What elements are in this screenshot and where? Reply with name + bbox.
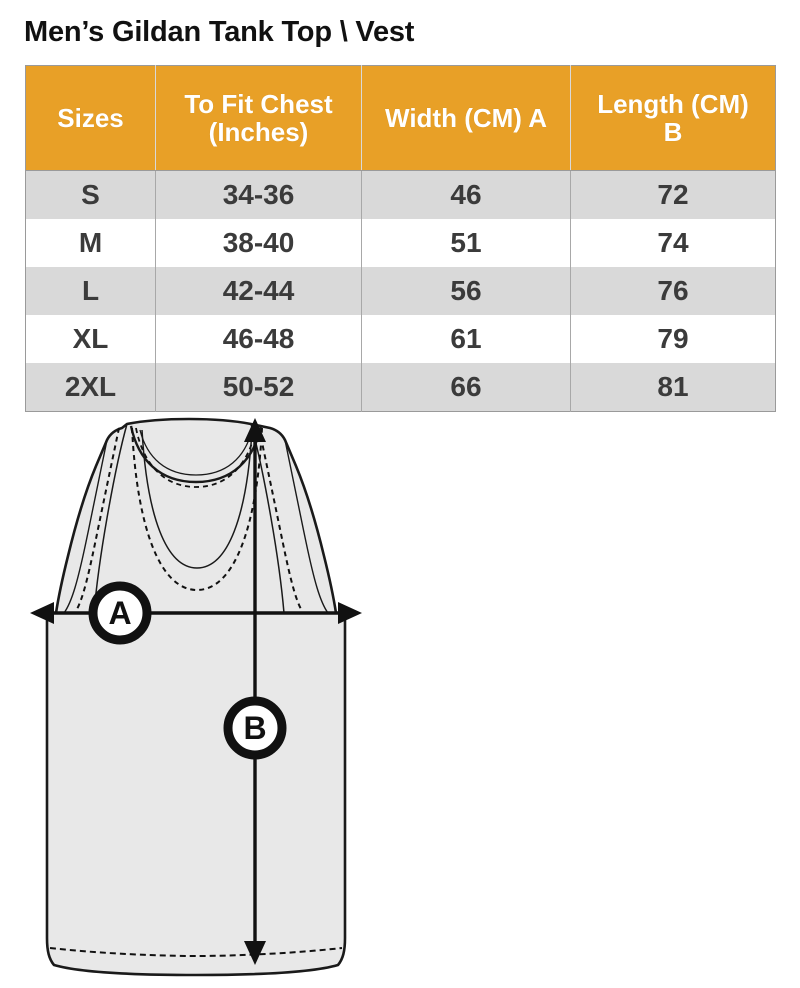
- cell-chest: 42-44: [155, 267, 362, 315]
- garment-body-outline: [45, 417, 347, 977]
- cell-size: S: [25, 170, 156, 219]
- left-strap-seam: [93, 423, 128, 614]
- table-row: 2XL 50-52 66 81: [25, 363, 776, 412]
- table-body: S 34-36 46 72 M 38-40 51 74 L 42-44 56 7…: [25, 170, 776, 412]
- cell-size: M: [25, 219, 156, 267]
- marker-b: B: [223, 696, 287, 760]
- cell-length: 79: [570, 315, 776, 363]
- size-chart-table: Sizes To Fit Chest (Inches) Width (CM) A…: [25, 65, 776, 412]
- cell-width: 56: [361, 267, 571, 315]
- back-collar-inner-line: [139, 429, 253, 476]
- header-line: B: [663, 117, 683, 147]
- right-armhole-stitching: [258, 427, 303, 612]
- cell-size: XL: [25, 315, 156, 363]
- column-header-length: Length (CM) B: [570, 65, 776, 171]
- cell-size: 2XL: [25, 363, 156, 412]
- front-neckline: [141, 429, 253, 569]
- cell-length: 72: [570, 170, 776, 219]
- cell-length: 76: [570, 267, 776, 315]
- page-title: Men’s Gildan Tank Top \ Vest: [24, 16, 415, 48]
- table-header: Sizes To Fit Chest (Inches) Width (CM) A…: [25, 65, 776, 171]
- cell-width: 66: [361, 363, 571, 412]
- left-armhole-edge: [63, 439, 108, 614]
- left-armhole-stitching: [75, 427, 120, 612]
- measurement-arrow-b: [244, 418, 266, 965]
- column-header-sizes: Sizes: [25, 65, 156, 171]
- cell-chest: 38-40: [155, 219, 362, 267]
- right-armhole-edge: [284, 439, 329, 614]
- column-header-chest: To Fit Chest (Inches): [155, 65, 362, 171]
- tank-top-illustration: A B: [30, 417, 362, 977]
- cell-size: L: [25, 267, 156, 315]
- cell-width: 61: [361, 315, 571, 363]
- header-line: To Fit Chest: [184, 88, 333, 119]
- bottom-hem-stitching: [49, 947, 343, 958]
- header-line: (Inches): [208, 117, 309, 147]
- cell-length: 74: [570, 219, 776, 267]
- table-header-row: Sizes To Fit Chest (Inches) Width (CM) A…: [25, 65, 776, 171]
- header-line: Width (CM) A: [385, 102, 547, 133]
- size-chart-container: Sizes To Fit Chest (Inches) Width (CM) A…: [25, 65, 776, 412]
- cell-width: 51: [361, 219, 571, 267]
- table-row: S 34-36 46 72: [25, 170, 776, 219]
- table-row: L 42-44 56 76: [25, 267, 776, 315]
- cell-chest: 34-36: [155, 170, 362, 219]
- marker-b-label: B: [243, 710, 266, 746]
- cell-chest: 46-48: [155, 315, 362, 363]
- table-row: M 38-40 51 74: [25, 219, 776, 267]
- table-row: XL 46-48 61 79: [25, 315, 776, 363]
- header-line: Length (CM): [597, 88, 749, 119]
- cell-width: 46: [361, 170, 571, 219]
- column-header-width: Width (CM) A: [361, 65, 571, 171]
- back-collar-stitching: [135, 427, 257, 488]
- front-neckline-stitching: [131, 427, 263, 592]
- marker-a: A: [88, 581, 152, 645]
- garment-diagram: A B: [14, 408, 394, 988]
- cell-length: 81: [570, 363, 776, 412]
- header-line: Sizes: [57, 102, 124, 133]
- cell-chest: 50-52: [155, 363, 362, 412]
- marker-a-label: A: [108, 595, 131, 631]
